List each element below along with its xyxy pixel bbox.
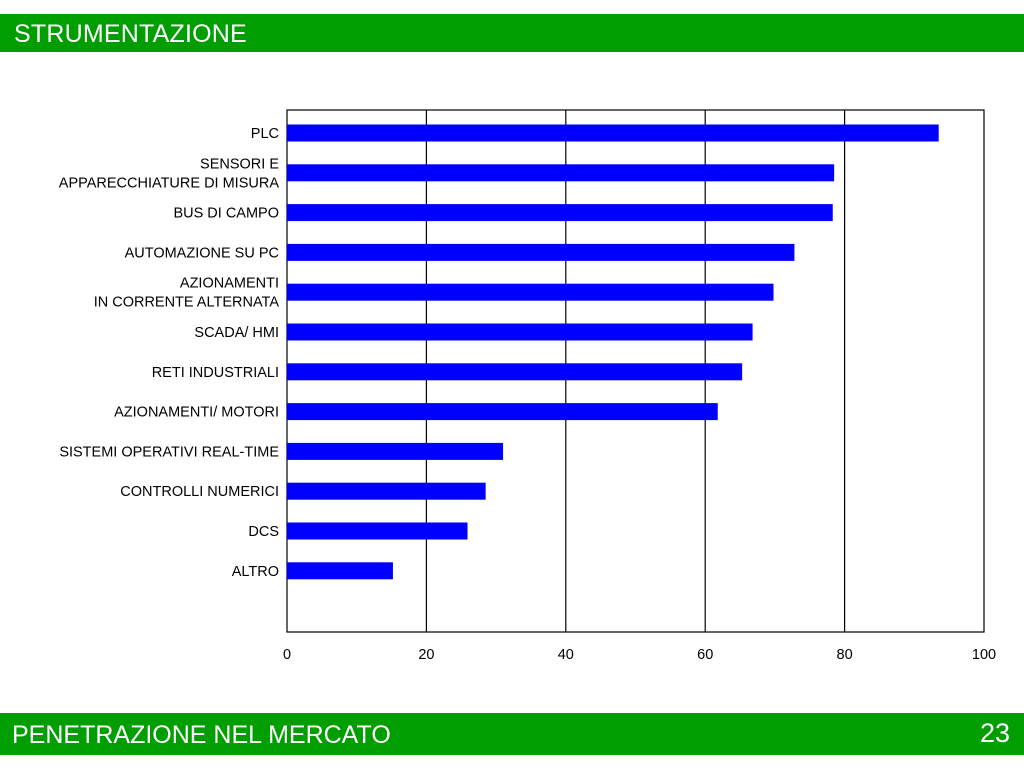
category-label: SCADA/ HMI [194,325,279,341]
x-tick-label: 60 [697,647,713,663]
x-tick-label: 100 [972,647,996,663]
x-tick-label: 0 [283,647,291,663]
footer-bar: PENETRAZIONE NEL MERCATO 23 [0,713,1024,755]
bar-0 [287,124,939,142]
header-bar: STRUMENTAZIONE [0,14,1024,52]
bar-10 [287,522,468,540]
page-number: 23 [979,718,1010,748]
category-label: APPARECCHIATURE DI MISURA [59,175,280,191]
bar-3 [287,243,795,261]
bar-8 [287,442,504,460]
bar-4 [287,283,774,301]
x-tick-label: 80 [837,647,853,663]
category-label: IN CORRENTE ALTERNATA [94,295,280,311]
category-label: AZIONAMENTI [180,276,279,292]
bar-2 [287,204,833,222]
category-label: CONTROLLI NUMERICI [120,484,279,500]
category-label: SENSORI E [200,156,279,172]
category-label: DCS [248,524,279,540]
category-label: SISTEMI OPERATIVI REAL-TIME [59,444,279,460]
bar-5 [287,323,753,341]
footer-title: PENETRAZIONE NEL MERCATO [12,721,391,749]
category-label: AUTOMAZIONE SU PC [125,245,279,261]
bar-9 [287,482,486,500]
bar-7 [287,403,718,421]
category-label: ALTRO [232,564,279,580]
category-label: BUS DI CAMPO [173,206,279,222]
x-tick-label: 20 [418,647,434,663]
bar-11 [287,562,393,580]
slide-title: STRUMENTAZIONE [14,20,247,48]
category-label: PLC [251,126,279,142]
bar-6 [287,363,743,381]
x-tick-label: 40 [558,647,574,663]
category-label: AZIONAMENTI/ MOTORI [114,405,279,421]
bar-1 [287,164,835,182]
category-label: RETI INDUSTRIALI [152,365,279,381]
